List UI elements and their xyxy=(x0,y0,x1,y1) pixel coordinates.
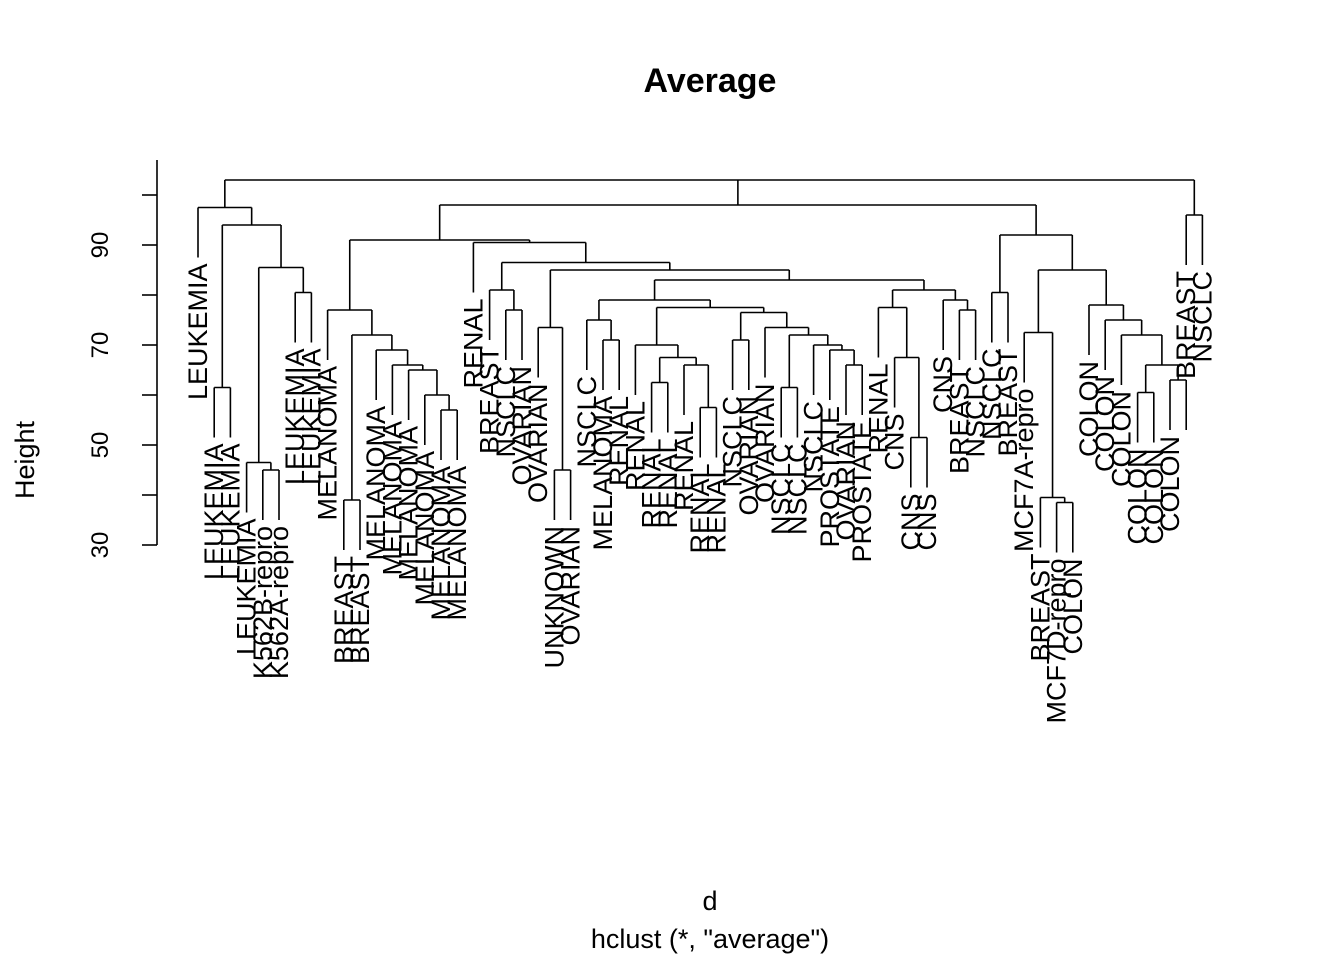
chart-title: Average xyxy=(644,62,777,100)
leaf-label: LEUKEMIA xyxy=(183,264,213,401)
leaf-label: K562A-repro xyxy=(264,526,294,679)
leaf-label: LEUKEMIA xyxy=(232,519,262,656)
leaf-label: LEUKEMIA xyxy=(296,349,326,486)
leaf-label: PROSTATE xyxy=(847,421,877,563)
leaf-label: NSCLC xyxy=(961,366,991,458)
leaf-label: NSCLC xyxy=(977,349,1007,441)
leaf-label: RENAL xyxy=(669,421,699,511)
leaf-label: COLON xyxy=(1139,449,1169,545)
leaf-label: RENAL xyxy=(637,439,667,529)
leaf-label: K562B-repro xyxy=(248,526,278,679)
y-tick-label: 30 xyxy=(87,532,114,559)
leaf-label: MELANOMA xyxy=(426,466,456,621)
leaf-labels: LEUKEMIALEUKEMIALEUKEMIALEUKEMIAK562B-re… xyxy=(183,264,1217,724)
leaf-label: NSCLC xyxy=(799,401,829,493)
leaf-label: NSCLC xyxy=(766,444,796,536)
leaf-label: MCF7D-repro xyxy=(1042,559,1072,724)
leaf-label: LEUKEMIA xyxy=(215,444,245,581)
leaf-label: RENAL xyxy=(604,396,634,486)
leaf-label: MELANOMA xyxy=(313,366,343,521)
leaf-label: BREAST xyxy=(1025,554,1055,662)
x-axis-label: d xyxy=(702,886,717,916)
leaf-label: OVARIAN xyxy=(556,526,586,646)
leaf-label: NSCLC xyxy=(1187,271,1217,363)
leaf-label: OVARIAN xyxy=(831,421,861,541)
leaf-label: OVARIAN xyxy=(507,366,537,486)
leaf-label: COLON xyxy=(1123,449,1153,545)
leaf-label: COLON xyxy=(1106,391,1136,487)
leaf-label: NSCLC xyxy=(782,444,812,536)
leaf-label: OVARIAN xyxy=(523,384,553,504)
leaf-label: MCF7A-repro xyxy=(1009,389,1039,553)
leaf-label: COLON xyxy=(1155,436,1185,532)
leaf-label: OVARIAN xyxy=(750,384,780,504)
leaf-label: CNS xyxy=(896,494,926,551)
leaf-label: NSCLC xyxy=(491,366,521,458)
leaf-label: CNS xyxy=(880,414,910,471)
leaf-label: COLON xyxy=(1090,376,1120,472)
leaf-label: RENAL xyxy=(863,364,893,454)
leaf-label: RENAL xyxy=(685,464,715,554)
leaf-label: LEUKEMIA xyxy=(280,349,310,486)
leaf-label: PROSTATE xyxy=(815,406,845,548)
leaf-label: MELANOMA xyxy=(410,451,440,606)
y-tick-label: 50 xyxy=(87,432,114,459)
leaf-label: BREAST xyxy=(475,346,505,454)
leaf-label: RENAL xyxy=(620,401,650,491)
leaf-label: MELANOMA xyxy=(588,396,618,551)
leaf-label: COLON xyxy=(1074,361,1104,457)
leaf-label: BREAST xyxy=(993,349,1023,457)
leaf-label: MELANOMA xyxy=(394,426,424,581)
leaf-label: MELANOMA xyxy=(361,406,391,561)
leaf-label: RENAL xyxy=(458,299,488,389)
y-tick-label: 70 xyxy=(87,332,114,359)
leaf-label: UNKNOWN xyxy=(539,526,569,669)
leaf-label: COLON xyxy=(1058,559,1088,655)
y-axis-label: Height xyxy=(10,420,40,499)
x-axis-sublabel: hclust (*, "average") xyxy=(591,924,829,954)
leaf-label: CNS xyxy=(928,356,958,413)
leaf-label: BREAST xyxy=(944,366,974,474)
y-axis: 30 50 70 90 xyxy=(87,160,158,559)
leaf-label: MELANOMA xyxy=(377,421,407,576)
leaf-label: BREAST xyxy=(329,556,359,664)
leaf-label: CNS xyxy=(912,494,942,551)
dendrogram-branches xyxy=(197,179,1204,553)
leaf-label: OVARIAN xyxy=(734,396,764,516)
leaf-label: BREAST xyxy=(345,556,375,664)
leaf-label: LEUKEMIA xyxy=(199,444,229,581)
leaf-label: MELANOMA xyxy=(442,466,472,621)
leaf-label: RENAL xyxy=(701,464,731,554)
leaf-label: NSCLC xyxy=(718,396,748,488)
leaf-label: RENAL xyxy=(653,439,683,529)
y-tick-label: 90 xyxy=(87,232,114,259)
leaf-label: NSCLC xyxy=(572,376,602,468)
leaf-label: BREAST xyxy=(1171,271,1201,379)
